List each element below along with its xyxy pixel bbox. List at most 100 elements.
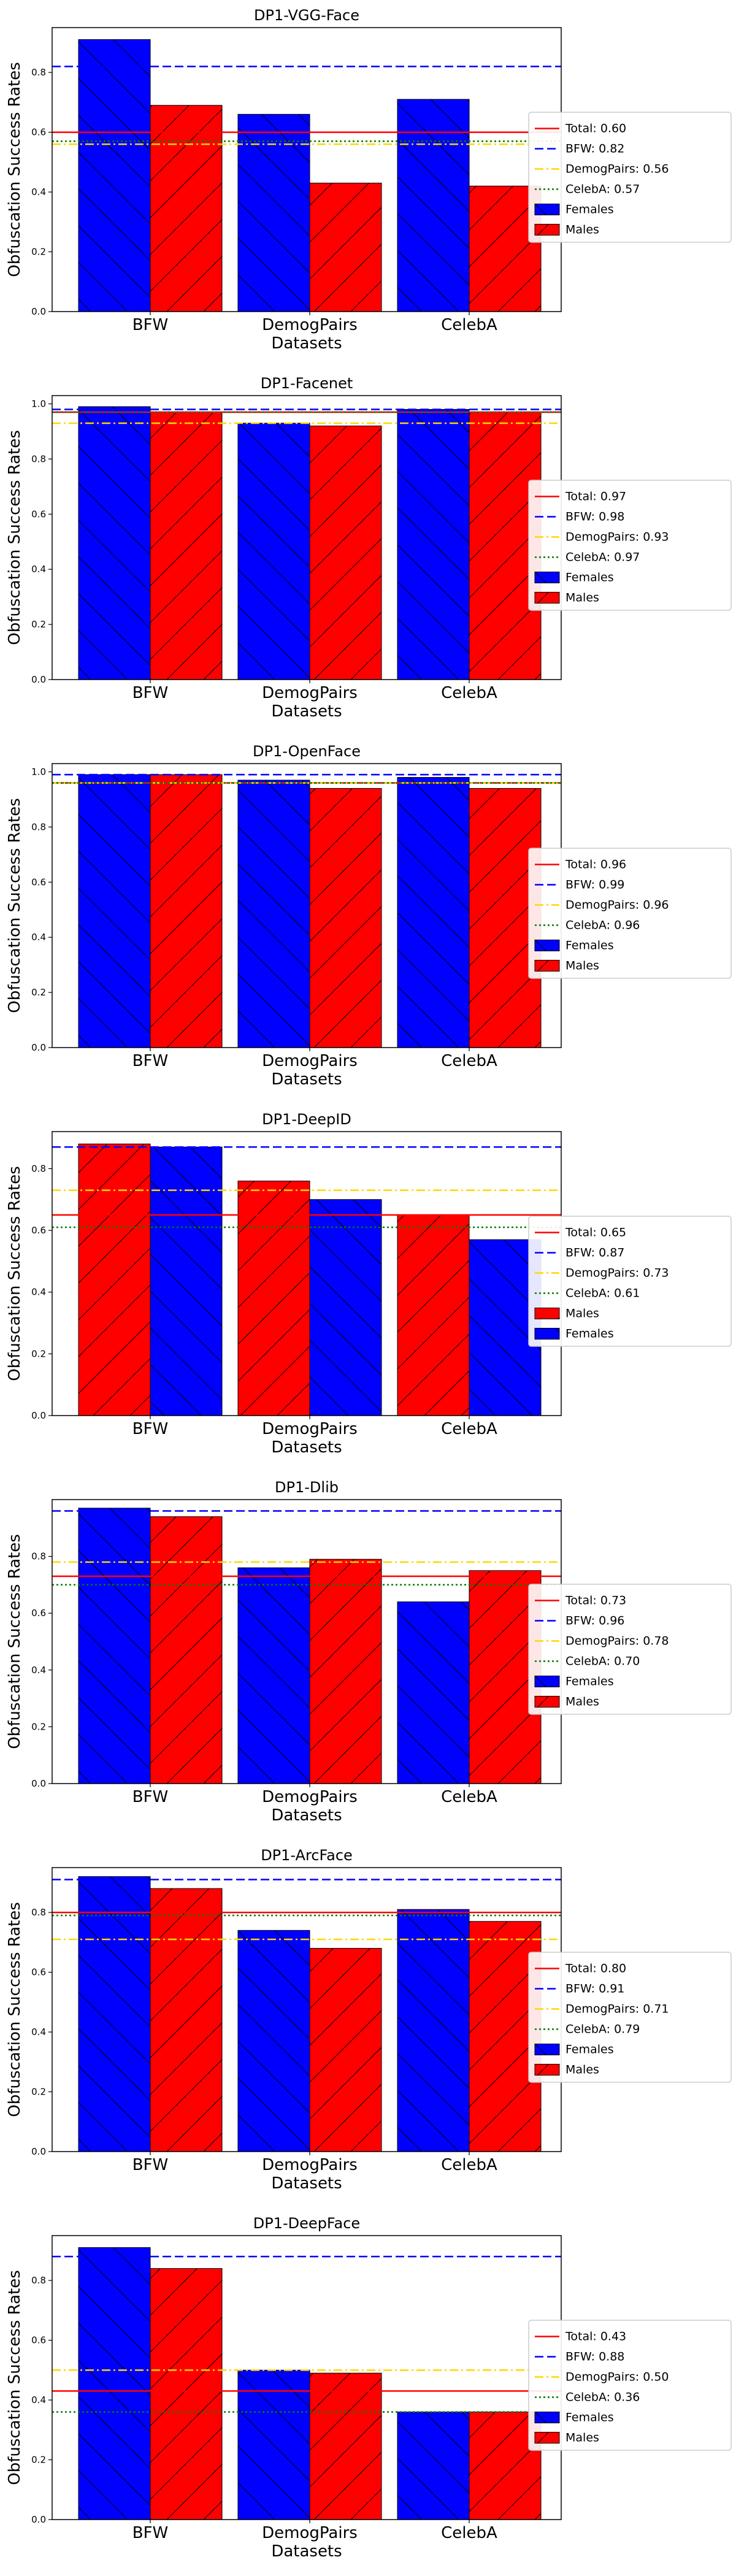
- bar-hatch: [309, 425, 382, 680]
- bar-hatch: [397, 1601, 470, 1784]
- bar-hatch: [397, 408, 470, 680]
- legend-entry-label: CelebA: 0.36: [565, 2391, 640, 2404]
- legend-entry-label: Total: 0.65: [565, 1226, 626, 1240]
- x-axis-label: Datasets: [271, 702, 342, 721]
- y-tick-label: 0.4: [31, 2026, 46, 2037]
- y-axis-label: Obfuscation Success Rates: [6, 1166, 24, 1381]
- legend-entry-label: CelebA: 0.97: [565, 551, 640, 564]
- chart-panel: DP1-DeepFace 0.0 0.2 0.4 0.6 0.8 BFW DemogPairs…: [6, 2215, 732, 2561]
- x-axis-label: Datasets: [271, 1070, 342, 1089]
- legend-bar-hatch: [534, 1676, 560, 1687]
- legend-entry-label: Males: [565, 959, 599, 973]
- chart-title: DP1-OpenFace: [253, 743, 361, 760]
- y-tick-label: 0.2: [31, 1721, 46, 1732]
- legend-entry-label: Females: [565, 203, 614, 217]
- bar-hatch: [78, 39, 151, 312]
- y-tick-label: 0.0: [31, 1778, 46, 1789]
- legend-entry-label: BFW: 0.99: [565, 878, 624, 892]
- y-axis-label: Obfuscation Success Rates: [6, 62, 24, 277]
- bar-hatch: [237, 423, 310, 680]
- legend-entry-label: DemogPairs: 0.78: [565, 1635, 669, 1648]
- bar-hatch: [78, 2247, 151, 2520]
- legend-entry-label: Total: 0.60: [565, 122, 626, 136]
- y-tick-label: 0.6: [31, 1608, 46, 1619]
- y-tick-label: 0.8: [31, 1907, 46, 1918]
- y-tick-label: 0.6: [31, 1967, 46, 1978]
- legend-entry-label: CelebA: 0.61: [565, 1287, 640, 1300]
- x-tick-label: CelebA: [441, 316, 497, 334]
- chart-title: DP1-Facenet: [261, 375, 353, 392]
- y-tick-label: 0.6: [31, 127, 46, 138]
- chart-title: DP1-DeepFace: [253, 2215, 360, 2232]
- x-tick-label: DemogPairs: [262, 1788, 358, 1806]
- y-tick-label: 0.8: [31, 2275, 46, 2286]
- bar-hatch: [397, 99, 470, 312]
- legend-box: [528, 1952, 732, 2083]
- legend-entry-label: BFW: 0.91: [565, 1982, 624, 1996]
- x-tick-label: CelebA: [441, 684, 497, 702]
- bar-hatch: [237, 780, 310, 1048]
- bar-hatch: [78, 1876, 151, 2152]
- y-tick-label: 0.4: [31, 1665, 46, 1676]
- x-tick-label: DemogPairs: [262, 1420, 358, 1438]
- bar-hatch: [150, 1516, 223, 1784]
- legend-entry-label: DemogPairs: 0.50: [565, 2371, 669, 2384]
- chart-panel: DP1-Dlib 0.0 0.2 0.4 0.6 0.8 BFW DemogPairs Cele…: [6, 1479, 732, 1825]
- y-tick-label: 0.8: [31, 67, 46, 78]
- y-tick-label: 0.2: [31, 987, 46, 998]
- x-tick-label: DemogPairs: [262, 316, 358, 334]
- legend-entry-label: CelebA: 0.96: [565, 919, 640, 932]
- y-tick-label: 0.8: [31, 453, 46, 464]
- legend-entry-label: Males: [565, 1307, 599, 1321]
- x-tick-label: BFW: [132, 1788, 169, 1806]
- legend-entry-label: BFW: 0.82: [565, 142, 624, 156]
- bar-hatch: [78, 774, 151, 1048]
- chart-panel: DP1-DeepID 0.0 0.2 0.4 0.6 0.8 BFW DemogPairs Ce…: [6, 1111, 732, 1457]
- legend-entry-label: Females: [565, 2043, 614, 2057]
- y-tick-label: 0.0: [31, 306, 46, 317]
- legend-bar-hatch: [534, 2412, 560, 2423]
- legend-entry-label: Total: 0.96: [565, 858, 626, 872]
- y-tick-label: 0.6: [31, 876, 46, 887]
- legend-entry-label: BFW: 0.96: [565, 1614, 624, 1628]
- legend-entry-label: CelebA: 0.57: [565, 183, 640, 196]
- y-tick-label: 0.8: [31, 1163, 46, 1174]
- y-axis-label: Obfuscation Success Rates: [6, 1534, 24, 1749]
- legend-bar-hatch: [534, 2044, 560, 2055]
- x-tick-label: DemogPairs: [262, 2524, 358, 2542]
- legend-entry-label: CelebA: 0.70: [565, 1655, 640, 1668]
- x-axis-label: Datasets: [271, 334, 342, 353]
- chart-title: DP1-DeepID: [262, 1111, 351, 1128]
- x-axis-label: Datasets: [271, 2174, 342, 2193]
- y-tick-label: 0.0: [31, 1410, 46, 1421]
- chart-panel: DP1-ArcFace 0.0 0.2 0.4 0.6 0.8 BFW DemogPairs C…: [6, 1847, 732, 2193]
- bar-hatch: [309, 2372, 382, 2520]
- legend-entry-label: DemogPairs: 0.56: [565, 163, 669, 176]
- x-tick-label: BFW: [132, 2524, 169, 2542]
- legend-box: [528, 1216, 732, 1347]
- legend-bar-hatch: [534, 1328, 560, 1340]
- bar-hatch: [150, 412, 223, 680]
- legend-entry-label: BFW: 0.98: [565, 510, 624, 524]
- legend-entry-label: Total: 0.43: [565, 2330, 626, 2344]
- bar-hatch: [78, 406, 151, 680]
- bar-hatch: [237, 2369, 310, 2520]
- bar-hatch: [397, 776, 470, 1048]
- legend-entry-label: Females: [565, 571, 614, 585]
- y-tick-label: 0.2: [31, 247, 46, 258]
- y-tick-label: 1.0: [31, 398, 46, 409]
- y-tick-label: 0.8: [31, 1551, 46, 1562]
- y-tick-label: 0.4: [31, 2394, 46, 2405]
- y-tick-label: 0.0: [31, 1042, 46, 1053]
- legend-entry-label: Females: [565, 1675, 614, 1689]
- x-tick-label: CelebA: [441, 2524, 497, 2542]
- bar-hatch: [309, 788, 382, 1048]
- y-tick-label: 0.4: [31, 564, 46, 575]
- legend-entry-label: Total: 0.80: [565, 1962, 626, 1976]
- bar-hatch: [237, 113, 310, 312]
- legend-entry-label: Total: 0.73: [565, 1594, 626, 1608]
- bar-hatch: [78, 1508, 151, 1784]
- y-axis-label: Obfuscation Success Rates: [6, 2270, 24, 2485]
- legend-box: [528, 112, 732, 243]
- bar-hatch: [150, 2268, 223, 2520]
